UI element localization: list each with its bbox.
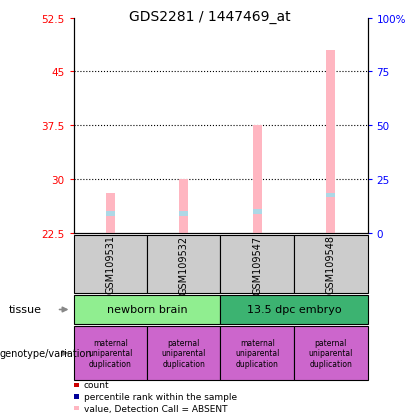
- Text: genotype/variation: genotype/variation: [0, 348, 93, 358]
- Bar: [326, 193, 335, 197]
- Text: 13.5 dpc embryo: 13.5 dpc embryo: [247, 305, 341, 315]
- Text: count: count: [84, 380, 110, 389]
- Text: paternal
uniparental
duplication: paternal uniparental duplication: [162, 338, 206, 368]
- Text: GSM109548: GSM109548: [326, 235, 336, 294]
- Text: GSM109531: GSM109531: [105, 235, 115, 294]
- Text: paternal
uniparental
duplication: paternal uniparental duplication: [309, 338, 353, 368]
- Text: percentile rank within the sample: percentile rank within the sample: [84, 392, 237, 401]
- Text: GDS2281 / 1447469_at: GDS2281 / 1447469_at: [129, 10, 291, 24]
- Text: GSM109532: GSM109532: [179, 235, 189, 294]
- Bar: [106, 212, 115, 216]
- Bar: [253, 210, 262, 214]
- Text: maternal
uniparental
duplication: maternal uniparental duplication: [88, 338, 132, 368]
- Bar: [179, 212, 188, 216]
- Text: newborn brain: newborn brain: [107, 305, 187, 315]
- Bar: [326, 51, 335, 233]
- Text: tissue: tissue: [8, 305, 42, 315]
- Text: value, Detection Call = ABSENT: value, Detection Call = ABSENT: [84, 404, 228, 413]
- Text: GSM109547: GSM109547: [252, 235, 262, 294]
- Bar: [179, 180, 188, 233]
- Text: maternal
uniparental
duplication: maternal uniparental duplication: [235, 338, 279, 368]
- Bar: [106, 194, 115, 233]
- Bar: [253, 126, 262, 233]
